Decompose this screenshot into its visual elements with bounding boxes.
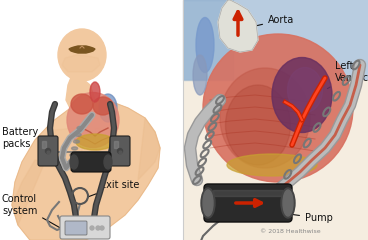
FancyBboxPatch shape (65, 221, 87, 235)
Circle shape (96, 226, 100, 230)
Text: Aorta: Aorta (241, 15, 294, 29)
Ellipse shape (70, 154, 76, 157)
Circle shape (90, 226, 94, 230)
Text: Exit site: Exit site (88, 180, 139, 197)
Polygon shape (62, 55, 100, 72)
Polygon shape (69, 46, 95, 53)
Circle shape (100, 226, 104, 230)
Circle shape (117, 149, 123, 154)
Ellipse shape (283, 190, 293, 216)
Ellipse shape (73, 140, 79, 143)
Ellipse shape (104, 155, 112, 169)
Text: Control
system: Control system (2, 194, 61, 229)
Bar (0, 0, 183, 240)
FancyBboxPatch shape (38, 136, 58, 166)
Ellipse shape (72, 147, 78, 150)
Ellipse shape (272, 58, 332, 132)
Text: Pump: Pump (261, 210, 333, 223)
Text: © 2018 Healthwise: © 2018 Healthwise (260, 229, 321, 234)
Ellipse shape (203, 190, 213, 216)
Ellipse shape (58, 29, 106, 81)
Ellipse shape (70, 155, 78, 169)
Polygon shape (114, 141, 118, 148)
Ellipse shape (68, 161, 74, 163)
Ellipse shape (226, 85, 290, 165)
Ellipse shape (201, 188, 215, 218)
Ellipse shape (67, 92, 119, 148)
Text: Battery
packs: Battery packs (2, 127, 46, 151)
Ellipse shape (71, 94, 93, 114)
FancyBboxPatch shape (110, 136, 130, 166)
Ellipse shape (281, 188, 295, 218)
FancyBboxPatch shape (71, 152, 111, 172)
Ellipse shape (220, 68, 310, 168)
Text: Left
Ventricle: Left Ventricle (328, 61, 368, 89)
Polygon shape (183, 0, 233, 80)
FancyBboxPatch shape (60, 216, 110, 239)
Polygon shape (12, 160, 45, 225)
Ellipse shape (287, 67, 322, 113)
Polygon shape (42, 141, 46, 148)
Polygon shape (213, 190, 283, 196)
Ellipse shape (203, 34, 353, 182)
Polygon shape (12, 100, 160, 240)
Ellipse shape (90, 82, 100, 102)
Ellipse shape (77, 126, 83, 130)
Circle shape (46, 149, 50, 154)
Ellipse shape (76, 134, 114, 150)
Bar (183, 0, 368, 80)
Bar (183, 0, 368, 240)
Polygon shape (55, 128, 85, 160)
Ellipse shape (196, 18, 214, 72)
Polygon shape (138, 118, 160, 180)
Ellipse shape (93, 97, 113, 115)
Ellipse shape (75, 133, 81, 136)
Ellipse shape (99, 94, 117, 122)
Ellipse shape (193, 55, 207, 95)
Polygon shape (218, 0, 258, 52)
Ellipse shape (227, 154, 317, 176)
Polygon shape (66, 75, 95, 108)
FancyBboxPatch shape (204, 184, 292, 222)
Polygon shape (95, 128, 125, 162)
